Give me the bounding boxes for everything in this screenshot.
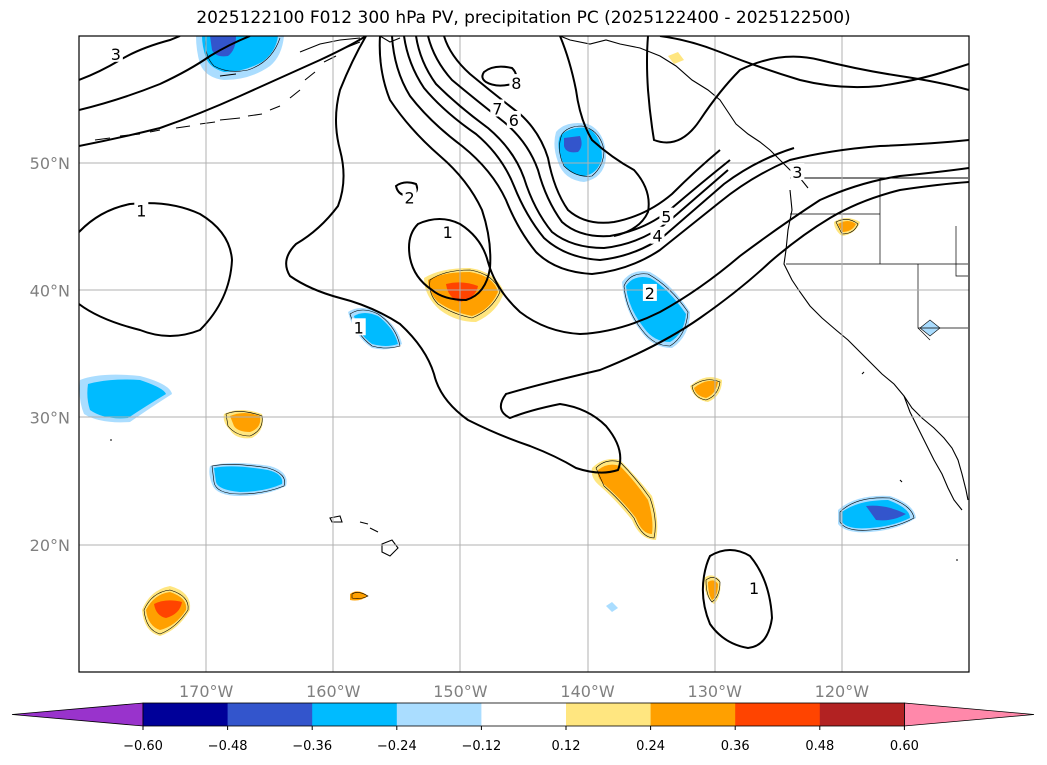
colorbar-tick-label: −0.12 xyxy=(461,739,501,754)
precip-negative-area xyxy=(866,505,906,521)
longitude-label: 120°W xyxy=(815,682,870,701)
contour-label: 1 xyxy=(443,223,453,242)
precip-positive-area xyxy=(597,464,653,534)
contour-label-background xyxy=(659,207,674,225)
colorbar-segment xyxy=(143,703,229,726)
contour-label-background xyxy=(490,99,505,117)
colorbar-frame xyxy=(142,702,905,727)
colorbar-tick-label: 0.12 xyxy=(552,739,581,754)
colorbar-segment xyxy=(819,703,905,726)
graticule xyxy=(79,36,969,672)
precip-positive-area xyxy=(694,380,718,398)
colorbar-segment xyxy=(312,703,398,726)
colorbar-tick-label: −0.24 xyxy=(377,739,417,754)
contour-label: 5 xyxy=(661,208,671,227)
contour-label-background xyxy=(790,163,805,181)
contour-label-background xyxy=(747,579,762,597)
contour-label-background xyxy=(108,44,123,62)
colorbar-segment xyxy=(481,703,567,726)
pv-contour-2 xyxy=(79,36,251,111)
hawaii-islands xyxy=(329,515,399,557)
latitude-label: 30°N xyxy=(30,409,70,428)
pv-contour-4-main xyxy=(403,36,795,262)
contour-label: 1 xyxy=(354,318,364,337)
precip-negative-area xyxy=(564,136,582,153)
pv-contour-1-south xyxy=(701,549,774,650)
map-frame xyxy=(78,35,970,673)
pv-contour-1-north xyxy=(559,36,650,237)
colorbar-tick-label: 0.60 xyxy=(890,739,919,754)
contour-label-background xyxy=(402,188,417,206)
contour-label: 1 xyxy=(749,579,759,598)
precip-negative-area xyxy=(87,379,166,419)
contour-labels: 3 1 2 1 876 54 2 1 1 3 xyxy=(108,44,805,598)
precip-positive-area xyxy=(230,413,261,432)
pv-contour-1-main xyxy=(285,36,969,474)
contour-label: 6 xyxy=(509,111,519,130)
precip-negative-area xyxy=(626,277,686,342)
pv-contour-3-main xyxy=(391,36,969,276)
contour-label: 3 xyxy=(111,45,121,64)
alaska-coast xyxy=(219,36,809,189)
contour-label-background xyxy=(642,283,657,301)
colorbar-tick-label: −0.36 xyxy=(292,739,332,754)
latitude-label: 40°N xyxy=(30,281,70,300)
precip-positive-area xyxy=(154,600,182,618)
contour-label: 1 xyxy=(136,201,146,220)
longitude-label: 140°W xyxy=(560,682,615,701)
precip-positive-area xyxy=(668,52,684,64)
colorbar-segment xyxy=(735,703,821,726)
pv-contour-2-northeast xyxy=(659,36,969,89)
small-islands xyxy=(110,371,958,561)
colorbar-segment xyxy=(227,703,313,726)
north-america-west-coast xyxy=(783,189,969,501)
longitude-label: 150°W xyxy=(433,682,488,701)
longitude-label: 160°W xyxy=(306,682,361,701)
contour-label-background xyxy=(134,201,149,219)
colorbar-tick-label: 0.36 xyxy=(721,739,750,754)
pv-contour-1-northwest xyxy=(79,36,367,147)
pv-contour-1-northeast xyxy=(646,36,969,144)
contour-label: 7 xyxy=(492,100,502,119)
precip-negative-area xyxy=(606,602,618,612)
colorbar-tick-label: 0.24 xyxy=(636,739,665,754)
colorbar-segment xyxy=(396,703,482,726)
colorbar-segment xyxy=(650,703,736,726)
precip-negative-area xyxy=(214,466,283,492)
pv-contour-1-west xyxy=(79,202,234,337)
latitude-labels: 20°N 30°N 40°N 50°N xyxy=(30,154,70,555)
contour-label-background xyxy=(509,74,524,92)
contour-label: 4 xyxy=(652,227,662,246)
contour-label: 3 xyxy=(792,163,802,182)
longitude-label: 130°W xyxy=(688,682,743,701)
pv-contour-7-main xyxy=(443,36,721,224)
contour-label: 8 xyxy=(511,74,521,93)
contour-label: 2 xyxy=(404,189,414,208)
colorbar-segment xyxy=(566,703,652,726)
colorbar: −0.60 −0.48 −0.36 −0.24 −0.12 0.12 0.24 0.36 0.4… xyxy=(11,702,1035,754)
longitude-label: 170°W xyxy=(179,682,234,701)
longitude-labels: 170°W 160°W 150°W 140°W 130°W 120°W xyxy=(179,682,869,701)
colorbar-tick-label: 0.48 xyxy=(805,739,834,754)
coastlines xyxy=(94,36,969,561)
pv-contours xyxy=(79,36,969,650)
colorbar-extend-low xyxy=(11,702,144,727)
map-title: 2025122100 F012 300 hPa PV, precipitatio… xyxy=(196,8,851,28)
contour-label-background xyxy=(650,226,665,244)
map-plot-area: 3 1 2 1 876 54 2 1 1 3 xyxy=(79,36,969,672)
precip-positive-area xyxy=(446,282,478,302)
contour-label: 2 xyxy=(645,284,655,303)
contour-label-background xyxy=(351,318,366,336)
colorbar-tick-label: −0.48 xyxy=(208,739,248,754)
latitude-label: 20°N xyxy=(30,536,70,555)
contour-label-background xyxy=(440,222,455,240)
contour-label-background xyxy=(506,110,521,128)
pv-contour-2-main xyxy=(378,36,969,336)
latitude-label: 50°N xyxy=(30,154,70,173)
colorbar-tick-label: −0.60 xyxy=(123,739,163,754)
colorbar-extend-high xyxy=(904,702,1035,727)
